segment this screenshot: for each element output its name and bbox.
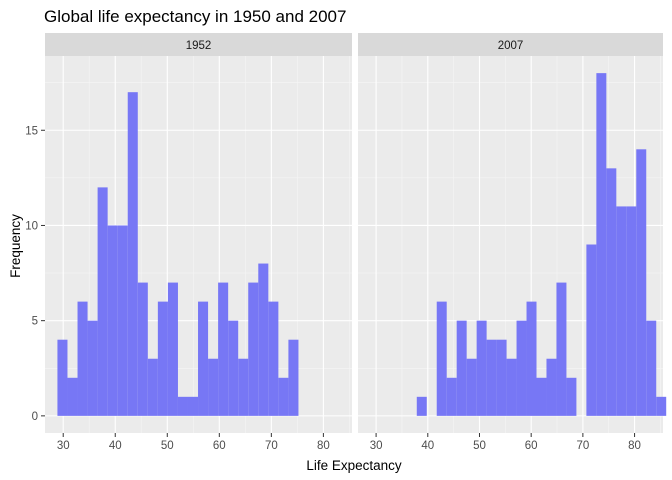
histogram-bar [626, 206, 637, 416]
x-tick-label: 60 [213, 440, 226, 452]
histogram-bar [147, 358, 158, 416]
histogram-bar [516, 320, 527, 416]
x-tick-label: 40 [421, 440, 434, 452]
x-tick-label: 50 [473, 440, 486, 452]
facet-strip-label: 2007 [498, 40, 524, 52]
facet-panel-1952: 1952 30 40 50 60 70 80 0 5 10 15 [25, 33, 352, 452]
histogram-bar [596, 73, 607, 416]
x-axis-title: Life Expectancy [306, 458, 402, 473]
histogram-bar [87, 320, 98, 416]
histogram-bar [278, 377, 289, 416]
histogram-bar [656, 396, 667, 416]
histogram-bar [127, 92, 138, 416]
histogram-bar [228, 320, 239, 416]
histogram-bar [248, 282, 259, 416]
facet-strip [45, 33, 352, 56]
histogram-bar [187, 396, 199, 416]
histogram-bar [117, 225, 128, 416]
histogram-bar [416, 396, 427, 416]
histogram-bar [506, 358, 517, 416]
histogram-bar [476, 320, 487, 416]
x-tick-label: 30 [57, 440, 70, 452]
histogram-bar [137, 282, 148, 416]
x-tick-label: 30 [370, 440, 383, 452]
histogram-bar [586, 244, 597, 416]
y-tick-label: 15 [25, 125, 38, 137]
histogram-bar [436, 301, 447, 416]
histogram-bar [526, 301, 537, 416]
histogram-bar [77, 301, 88, 416]
y-axis-title: Frequency [8, 214, 23, 278]
histogram-bar [536, 377, 547, 416]
histogram-bar [556, 282, 567, 416]
histogram-bar [198, 301, 209, 416]
histogram-bar [466, 358, 477, 416]
x-tick-label: 40 [109, 440, 122, 452]
histogram-bar [238, 358, 249, 416]
histogram-bar [566, 377, 577, 416]
facet-panels: 1952 30 40 50 60 70 80 0 5 10 15 2007 30 40 50 60 70 80 [25, 33, 667, 452]
histogram-bar [177, 396, 188, 416]
histogram-bar [57, 339, 68, 416]
y-tick-label: 10 [25, 220, 38, 232]
histogram-bar [157, 301, 168, 416]
histogram-bar [496, 339, 507, 416]
histogram-bar [606, 168, 617, 416]
histogram-bar [288, 339, 299, 416]
x-tick-label: 70 [576, 440, 589, 452]
x-tick-label: 80 [317, 440, 330, 452]
y-tick-label: 0 [32, 411, 38, 423]
y-tick-label: 5 [32, 316, 38, 328]
histogram-bar [546, 358, 557, 416]
histogram-bar [616, 206, 627, 416]
x-tick-label: 60 [525, 440, 538, 452]
histogram-bar [456, 320, 467, 416]
x-tick-label: 80 [628, 440, 641, 452]
histogram-bar [218, 282, 229, 416]
histogram-bar [208, 358, 219, 416]
x-tick-label: 50 [161, 440, 174, 452]
histogram-bar [486, 339, 497, 416]
histogram-bar [258, 263, 269, 416]
facet-strip [358, 33, 663, 56]
histogram-bar [446, 377, 457, 416]
histogram-bar [97, 187, 108, 416]
histogram-bar [67, 377, 78, 416]
facet-panel-2007: 2007 30 40 50 60 70 80 [358, 33, 667, 452]
x-tick-label: 70 [265, 440, 278, 452]
histogram-bar [268, 301, 279, 416]
chart-title: Global life expectancy in 1950 and 2007 [44, 7, 346, 26]
facet-strip-label: 1952 [186, 40, 212, 52]
histogram-bar [636, 149, 647, 416]
histogram-bar [107, 225, 118, 416]
histogram-bar [167, 282, 178, 416]
histogram-bar [646, 320, 657, 416]
